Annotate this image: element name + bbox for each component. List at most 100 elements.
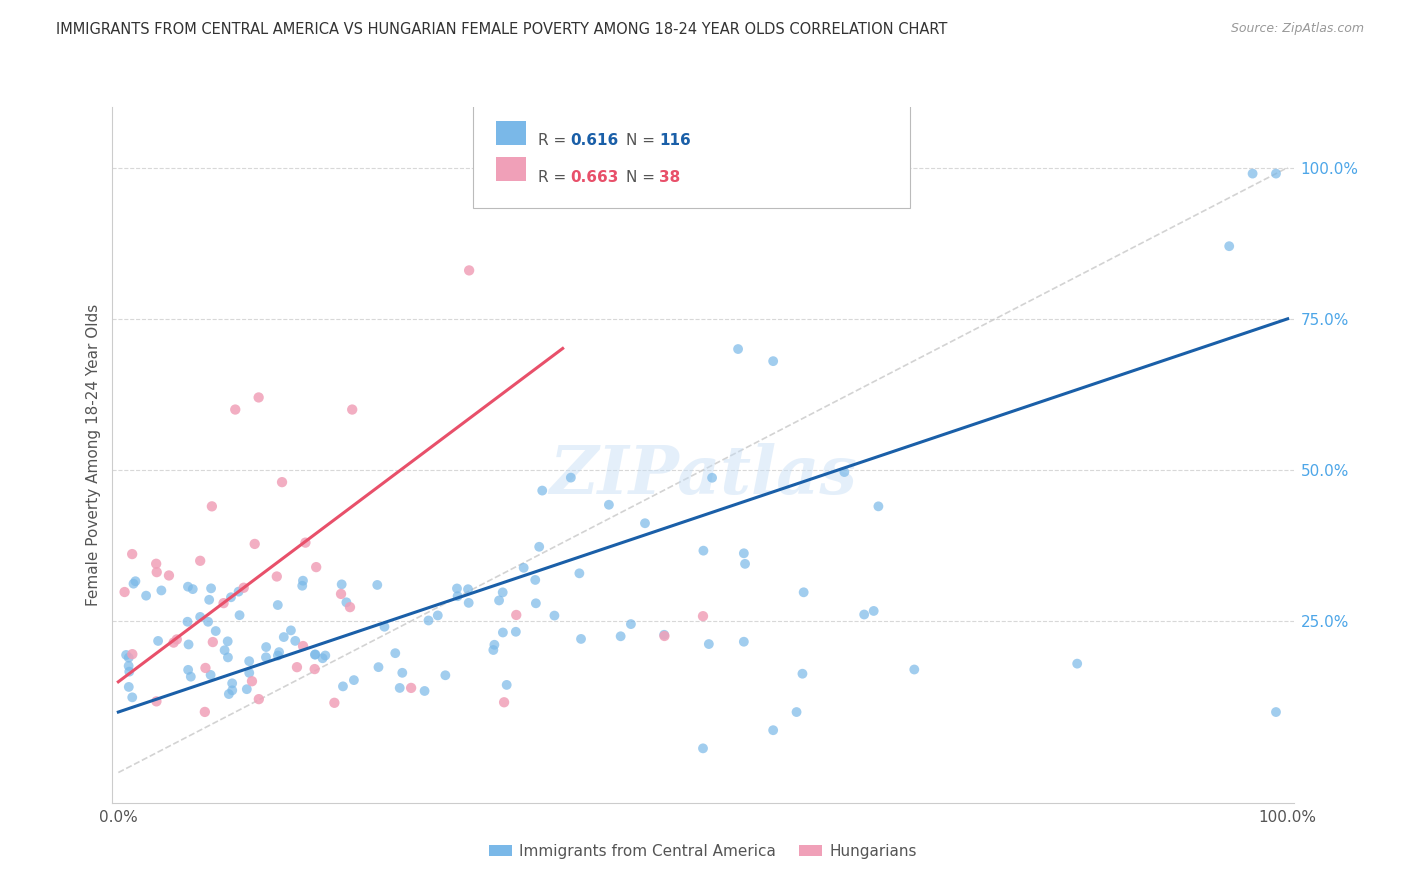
Point [733,546,755,560]
Point [495,678,517,692]
Point [569,632,592,646]
Point [1241,167,1264,181]
Point [180,670,202,684]
Point [254,650,277,665]
Text: R =: R = [537,169,571,185]
Point [366,578,388,592]
Point [166,632,188,647]
Point [247,692,270,706]
Point [267,645,290,659]
Point [150,583,173,598]
Point [194,661,217,675]
Point [340,402,363,417]
Point [291,574,314,588]
Point [201,500,224,514]
Point [598,498,620,512]
Point [305,560,328,574]
Point [280,624,302,638]
Point [697,637,720,651]
Point [135,589,157,603]
Point [792,666,814,681]
Point [527,540,550,554]
Point [117,659,139,673]
Point [291,579,314,593]
Point [1265,167,1288,181]
Point [733,634,755,648]
Point [217,634,239,648]
Text: N =: N = [626,169,659,185]
Point [531,483,554,498]
Point [145,694,167,708]
Point [700,471,723,485]
Point [232,581,254,595]
Point [314,648,336,663]
Point [267,598,290,612]
Point [273,630,295,644]
Point [311,651,333,665]
Point [115,648,138,662]
Point [118,665,141,679]
Point [832,167,855,181]
Point [304,648,326,662]
Point [620,617,643,632]
Point [1265,705,1288,719]
Point [323,696,346,710]
Point [254,640,277,654]
Text: N =: N = [626,133,659,148]
Point [214,643,236,657]
Point [786,705,808,719]
Point [692,741,714,756]
Point [488,593,510,607]
Point [188,610,211,624]
Point [121,547,143,561]
Point [330,587,353,601]
Text: 38: 38 [659,169,681,185]
Point [343,673,366,687]
Point [201,635,224,649]
Point [304,648,326,662]
Text: 0.663: 0.663 [571,169,619,185]
Point [200,668,222,682]
FancyBboxPatch shape [496,121,526,145]
Point [121,690,143,705]
Point [384,646,406,660]
Point [162,635,184,649]
Point [505,607,527,622]
Point [373,620,395,634]
Point [903,663,925,677]
Point [492,625,515,640]
Point [157,568,180,582]
Point [1066,657,1088,671]
Point [457,582,479,597]
Text: ZIPatlas: ZIPatlas [550,443,856,508]
Point [762,354,785,368]
Point [118,680,141,694]
Point [609,629,631,643]
Point [762,723,785,738]
Point [221,676,243,690]
Point [221,683,243,698]
Point [482,643,505,657]
Point [727,342,749,356]
Point [335,595,357,609]
Point [512,561,534,575]
Point [734,557,756,571]
Point [212,596,235,610]
Point [868,500,890,514]
Point [197,615,219,629]
Point [177,663,200,677]
Point [218,687,240,701]
Point [204,624,226,638]
Point [145,565,167,579]
FancyBboxPatch shape [496,157,526,181]
Point [238,665,260,680]
Text: IMMIGRANTS FROM CENTRAL AMERICA VS HUNGARIAN FEMALE POVERTY AMONG 18-24 YEAR OLD: IMMIGRANTS FROM CENTRAL AMERICA VS HUNGA… [56,22,948,37]
Point [692,543,714,558]
Point [524,596,547,610]
Point [1218,239,1240,253]
Point [236,682,259,697]
Point [634,516,657,531]
Point [284,633,307,648]
Point [388,681,411,695]
Text: 0.616: 0.616 [571,133,619,148]
